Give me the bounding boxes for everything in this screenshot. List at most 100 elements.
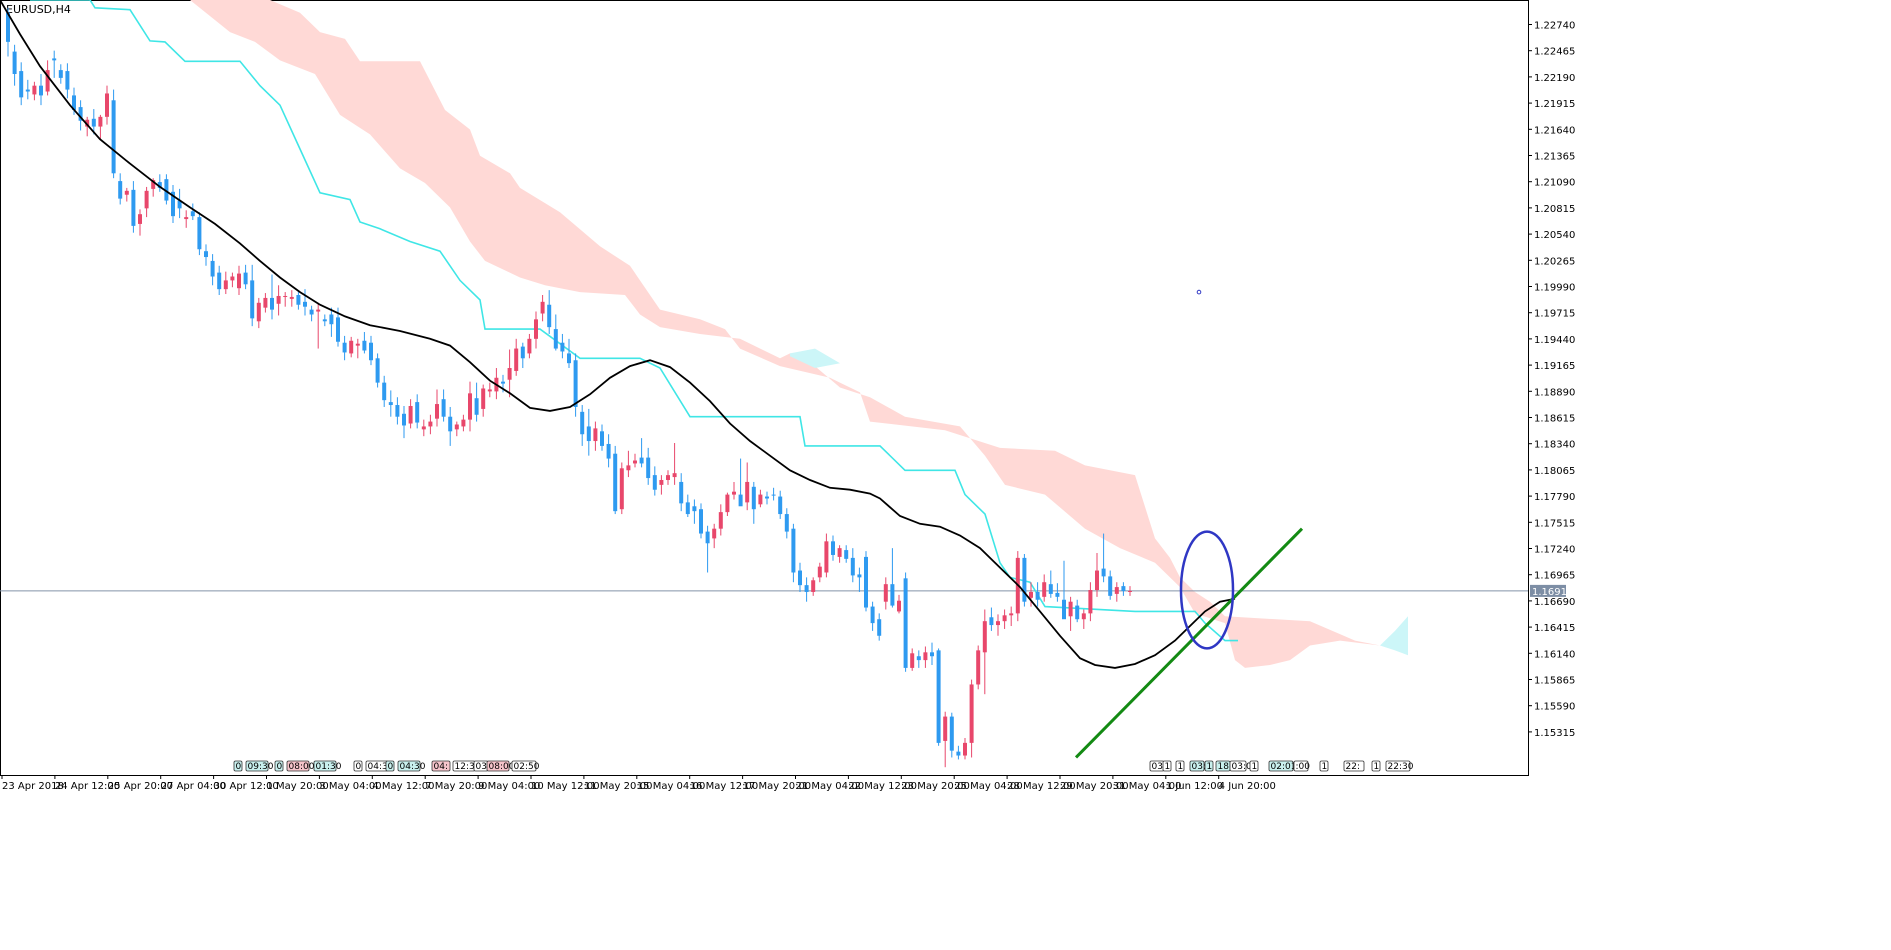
candle-body: [474, 398, 479, 415]
candle-body: [844, 550, 849, 559]
event-tag[interactable]: [1162, 760, 1172, 772]
candle-body: [1042, 582, 1047, 597]
time-tick-label: 25 Apr 20:00: [108, 781, 173, 792]
candle-body: [1075, 605, 1080, 620]
tenkan-sen-line: [30, 0, 1238, 642]
event-tag[interactable]: [1293, 760, 1309, 772]
candle-body: [111, 100, 116, 174]
price-tick-label: 1.18340: [1534, 440, 1575, 451]
time-tick-label: 11 May 20:00: [584, 781, 653, 792]
event-tag-label: 1: [1178, 762, 1184, 772]
candle-body: [976, 650, 981, 685]
candle-body: [388, 402, 393, 406]
candle-body: [1029, 591, 1033, 598]
candle-body: [910, 653, 915, 668]
candle-body: [164, 179, 169, 201]
time-tick-label: 16 May 12:00: [690, 781, 759, 792]
candle-body: [435, 404, 439, 419]
event-tag[interactable]: [486, 760, 510, 772]
candle-body: [718, 512, 723, 529]
event-tag[interactable]: [385, 760, 395, 772]
candle-body: [289, 296, 294, 299]
event-tag[interactable]: [245, 760, 269, 772]
ichimoku-cloud-bearish: [190, 0, 1380, 668]
candle-body: [593, 428, 598, 442]
event-tag-label: 1: [1322, 762, 1328, 772]
candle-body: [930, 652, 934, 657]
price-tick-label: 1.15315: [1534, 728, 1575, 739]
event-tag[interactable]: [233, 760, 243, 772]
candle-body: [547, 304, 552, 328]
event-tag[interactable]: [1204, 760, 1214, 772]
candle-body: [765, 496, 769, 499]
event-tag[interactable]: [1229, 760, 1247, 772]
candle-body: [1002, 615, 1007, 622]
candle-body: [210, 260, 215, 277]
event-tag[interactable]: [353, 760, 363, 772]
price-tick-label: 1.16690: [1534, 597, 1575, 608]
candle-body: [685, 502, 690, 515]
event-tag-label: :00: [1296, 762, 1311, 772]
candle-body: [791, 528, 796, 573]
event-tag[interactable]: [274, 760, 284, 772]
candle-body: [58, 70, 63, 78]
time-tick-label: 23 May 20:00: [901, 781, 970, 792]
candle-body: [877, 619, 882, 636]
event-tag[interactable]: [511, 760, 537, 772]
candle-body: [1095, 570, 1099, 591]
price-tick-label: 1.21640: [1534, 125, 1575, 136]
event-tag[interactable]: [1319, 760, 1329, 772]
candle-body: [804, 585, 809, 592]
candle-body: [342, 342, 347, 353]
time-tick-label: 10 May 12:00: [531, 781, 600, 792]
highlight-ellipse[interactable]: [1179, 530, 1235, 650]
price-tick-label: 1.15590: [1534, 702, 1575, 713]
event-tag-label: 0: [388, 762, 394, 772]
candle-body: [72, 95, 76, 111]
candle-body: [573, 360, 578, 407]
event-tag[interactable]: [1268, 760, 1294, 772]
price-tick-label: 1.19715: [1534, 309, 1575, 320]
candle-body: [606, 443, 611, 459]
candle-body: [263, 297, 268, 308]
candle-body: [197, 217, 202, 250]
candle-body: [837, 548, 842, 557]
candle-body: [1009, 613, 1014, 616]
event-tag[interactable]: [313, 760, 337, 772]
trendline[interactable]: [1074, 527, 1304, 759]
candle-body: [857, 574, 862, 578]
event-tag[interactable]: [1189, 760, 1205, 772]
candle-body: [428, 421, 433, 427]
candle-body: [1035, 591, 1040, 600]
candle-body: [1062, 599, 1066, 620]
event-tag[interactable]: [1385, 760, 1411, 772]
candle-body: [613, 453, 618, 512]
candle-body: [758, 494, 763, 505]
candle-body: [738, 494, 743, 507]
candle-body: [514, 348, 519, 371]
event-tag-label: 22:30: [1388, 762, 1414, 772]
candle-body: [560, 342, 565, 352]
candle-body: [811, 580, 816, 592]
candle-body: [646, 457, 651, 479]
event-tag-label: 1: [1207, 762, 1213, 772]
event-tag[interactable]: [286, 760, 310, 772]
candle-body: [659, 479, 664, 485]
candle-body: [586, 426, 591, 442]
candle-body: [296, 295, 301, 305]
candle-body: [1101, 568, 1106, 577]
candle-body: [369, 342, 373, 361]
event-tags: 0 09:30 0 08:00 01:30 0 04:300 04:30 04: 12:3003:…: [233, 760, 1414, 772]
price-tick-label: 1.16965: [1534, 571, 1575, 582]
candle-body: [1081, 613, 1086, 620]
event-tag[interactable]: [1175, 760, 1185, 772]
event-tag[interactable]: [1249, 760, 1259, 772]
event-tag[interactable]: [1371, 760, 1381, 772]
event-tag[interactable]: [1343, 760, 1365, 772]
event-tag[interactable]: [397, 760, 421, 772]
candle-body: [692, 506, 697, 512]
plot-frame: [0, 0, 1529, 776]
event-tag[interactable]: [431, 760, 451, 772]
